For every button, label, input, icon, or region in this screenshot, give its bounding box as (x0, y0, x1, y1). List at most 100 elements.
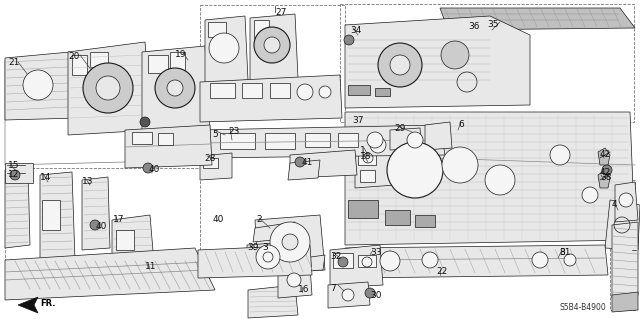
Polygon shape (40, 172, 75, 263)
Circle shape (23, 70, 53, 100)
Bar (210, 83, 235, 98)
Circle shape (564, 254, 576, 266)
Text: 40: 40 (96, 222, 108, 231)
Polygon shape (278, 267, 312, 298)
Text: 15: 15 (8, 161, 19, 170)
Bar (305, 133, 330, 147)
Text: 31: 31 (559, 248, 570, 257)
Bar (385, 210, 410, 225)
Bar (170, 52, 185, 72)
Circle shape (442, 147, 478, 183)
Bar (148, 55, 168, 73)
Polygon shape (612, 292, 638, 312)
Circle shape (370, 137, 386, 153)
Bar (333, 253, 353, 268)
Text: 20: 20 (68, 52, 79, 61)
Text: 5: 5 (212, 130, 218, 139)
Circle shape (287, 273, 301, 287)
Circle shape (270, 222, 310, 262)
Text: 30: 30 (370, 291, 381, 300)
Bar (5, 163, 33, 183)
Text: 12: 12 (8, 170, 19, 179)
Bar (254, 20, 269, 38)
Circle shape (10, 170, 20, 180)
Text: 17: 17 (113, 215, 125, 224)
Bar (348, 85, 370, 95)
Bar (242, 83, 262, 98)
Polygon shape (125, 125, 212, 168)
Circle shape (297, 84, 313, 100)
Polygon shape (247, 242, 292, 272)
Bar (270, 83, 290, 98)
Bar (358, 150, 376, 165)
Circle shape (422, 252, 438, 268)
Bar (358, 255, 376, 267)
Bar (90, 52, 108, 67)
Polygon shape (200, 125, 445, 158)
Text: S5B4-B4900: S5B4-B4900 (560, 303, 607, 312)
Text: 40: 40 (149, 165, 161, 174)
Polygon shape (290, 150, 357, 178)
Polygon shape (598, 170, 610, 188)
Bar (158, 133, 173, 145)
Text: 6: 6 (458, 120, 464, 129)
Text: 21: 21 (8, 58, 19, 67)
Bar (200, 5, 345, 130)
Polygon shape (390, 128, 422, 150)
Bar (375, 88, 390, 96)
Polygon shape (345, 112, 635, 245)
Bar (415, 215, 435, 227)
Polygon shape (288, 255, 325, 272)
Bar (360, 170, 375, 182)
Polygon shape (328, 282, 370, 308)
Circle shape (407, 132, 423, 148)
Polygon shape (612, 222, 638, 298)
Bar (348, 200, 378, 218)
Polygon shape (248, 285, 298, 318)
Circle shape (155, 68, 195, 108)
Circle shape (550, 145, 570, 165)
Text: 22: 22 (436, 267, 447, 276)
Circle shape (380, 251, 400, 271)
Circle shape (441, 41, 469, 69)
Circle shape (319, 86, 331, 98)
Circle shape (256, 245, 280, 269)
Circle shape (582, 187, 598, 203)
Polygon shape (425, 122, 452, 150)
Circle shape (619, 193, 633, 207)
Text: 29: 29 (394, 124, 405, 133)
Text: 32: 32 (330, 252, 341, 261)
Bar (338, 133, 358, 147)
Text: 19: 19 (175, 50, 186, 59)
Text: 37: 37 (352, 116, 364, 125)
Polygon shape (615, 182, 638, 222)
Polygon shape (112, 215, 155, 278)
Circle shape (387, 142, 443, 198)
Polygon shape (605, 200, 640, 250)
Circle shape (167, 80, 183, 96)
Circle shape (140, 117, 150, 127)
Circle shape (390, 55, 410, 75)
Text: 34: 34 (350, 26, 362, 35)
Polygon shape (355, 145, 395, 188)
Text: 2: 2 (256, 215, 262, 224)
Circle shape (83, 63, 133, 113)
Circle shape (485, 165, 515, 195)
Circle shape (90, 220, 100, 230)
Bar (116, 230, 134, 250)
Text: 38: 38 (600, 173, 611, 182)
Polygon shape (200, 75, 342, 122)
Bar (220, 133, 255, 149)
Text: 18: 18 (360, 152, 371, 161)
Text: 41: 41 (302, 158, 314, 167)
Text: 11: 11 (145, 262, 157, 271)
Circle shape (282, 234, 298, 250)
Polygon shape (82, 177, 110, 250)
Polygon shape (205, 16, 248, 83)
Bar (208, 22, 226, 37)
Polygon shape (5, 168, 30, 248)
Text: 36: 36 (468, 22, 479, 31)
Text: 33: 33 (370, 248, 381, 257)
Bar (340, 4, 634, 122)
Polygon shape (198, 245, 312, 278)
